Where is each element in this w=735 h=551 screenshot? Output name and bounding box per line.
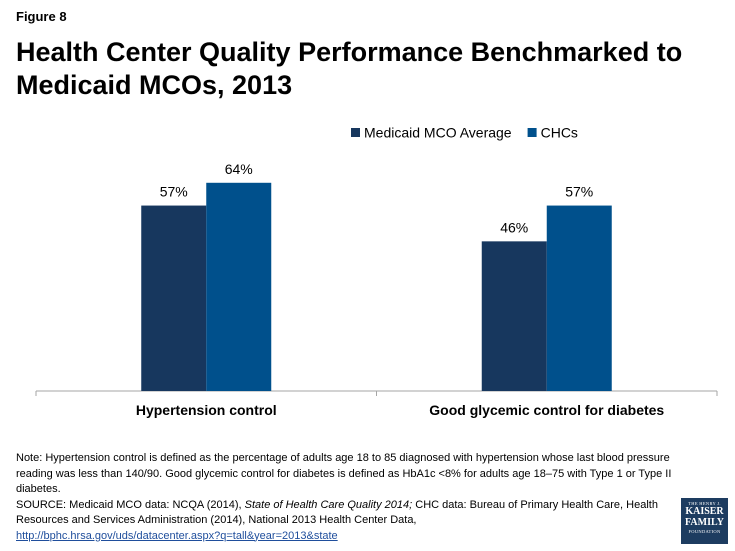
notes: Note: Hypertension control is defined as…	[16, 451, 684, 544]
data-label: 64%	[225, 161, 253, 177]
bar-chcs-good-glycemic-control-for-diabetes	[546, 205, 612, 391]
legend-swatch-chcs	[527, 128, 537, 137]
x-tick-label-good-glycemic-control-for-diabetes: Good glycemic control for diabetes	[429, 402, 664, 418]
legend-swatch-medicaid-mco-average	[351, 128, 360, 137]
data-label: 57%	[160, 184, 188, 200]
note-text: Note: Hypertension control is defined as…	[16, 452, 672, 495]
kff-logo: THE HENRY J. KAISER FAMILY FOUNDATION	[681, 498, 728, 544]
source-report-title: State of Health Care Quality 2014;	[244, 498, 413, 511]
source-link[interactable]: http://bphc.hrsa.gov/uds/datacenter.aspx…	[16, 529, 338, 542]
chart-title: Health Center Quality Performance Benchm…	[16, 37, 683, 100]
bar-medicaid-mco-average-hypertension-control	[141, 205, 207, 391]
bar-medicaid-mco-average-good-glycemic-control-for-diabetes	[481, 241, 547, 391]
figure-label: Figure 8	[16, 9, 67, 24]
legend-label-chcs: CHCs	[541, 125, 578, 141]
data-label: 57%	[565, 184, 593, 200]
x-tick-label-hypertension-control: Hypertension control	[136, 402, 277, 418]
data-label: 46%	[500, 219, 528, 235]
bar-chart: 57% 64% Hypertension control 46% 57% Good gly…	[35, 125, 718, 418]
source-text: SOURCE: Medicaid MCO data: NCQA (2014), …	[16, 498, 658, 542]
legend-label-medicaid-mco-average: Medicaid MCO Average	[364, 125, 512, 141]
bar-chcs-hypertension-control	[206, 182, 272, 391]
